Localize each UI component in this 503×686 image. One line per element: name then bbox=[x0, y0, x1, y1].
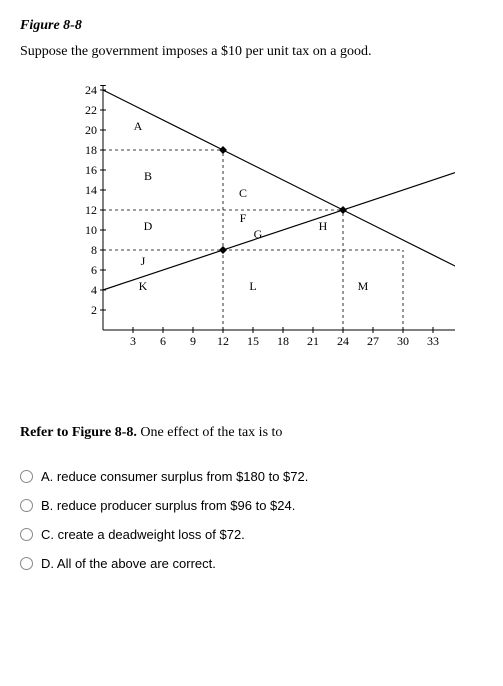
svg-text:21: 21 bbox=[307, 334, 319, 348]
answer-options: A. reduce consumer surplus from $180 to … bbox=[20, 469, 483, 571]
question-rest: One effect of the tax is to bbox=[137, 425, 283, 440]
radio-icon bbox=[20, 528, 33, 541]
svg-text:2: 2 bbox=[91, 303, 97, 317]
svg-text:6: 6 bbox=[91, 263, 97, 277]
svg-text:24: 24 bbox=[85, 85, 97, 97]
svg-text:F: F bbox=[240, 211, 247, 225]
svg-text:M: M bbox=[358, 279, 369, 293]
option-b[interactable]: B. reduce producer surplus from $96 to $… bbox=[20, 498, 483, 513]
radio-icon bbox=[20, 557, 33, 570]
svg-text:18: 18 bbox=[277, 334, 289, 348]
svg-text:K: K bbox=[139, 279, 148, 293]
svg-text:22: 22 bbox=[85, 103, 97, 117]
svg-text:J: J bbox=[141, 254, 146, 268]
svg-text:3: 3 bbox=[130, 334, 136, 348]
svg-text:10: 10 bbox=[85, 223, 97, 237]
svg-text:9: 9 bbox=[190, 334, 196, 348]
svg-text:B: B bbox=[144, 169, 152, 183]
prompt-text: Suppose the government imposes a $10 per… bbox=[20, 44, 483, 60]
svg-text:18: 18 bbox=[85, 143, 97, 157]
svg-text:15: 15 bbox=[247, 334, 259, 348]
svg-text:A: A bbox=[134, 119, 143, 133]
svg-text:27: 27 bbox=[367, 334, 379, 348]
svg-text:12: 12 bbox=[217, 334, 229, 348]
option-a[interactable]: A. reduce consumer surplus from $180 to … bbox=[20, 469, 483, 484]
svg-text:C: C bbox=[239, 186, 247, 200]
option-a-label: A. reduce consumer surplus from $180 to … bbox=[41, 469, 308, 484]
svg-text:33: 33 bbox=[427, 334, 439, 348]
svg-text:12: 12 bbox=[85, 203, 97, 217]
radio-icon bbox=[20, 499, 33, 512]
option-d-label: D. All of the above are correct. bbox=[41, 556, 216, 571]
figure-title: Figure 8-8 bbox=[20, 18, 483, 34]
svg-text:L: L bbox=[249, 279, 256, 293]
supply-demand-chart: 2468101214161820222436912151821242730333… bbox=[55, 85, 483, 370]
option-b-label: B. reduce producer surplus from $96 to $… bbox=[41, 498, 295, 513]
svg-text:30: 30 bbox=[397, 334, 409, 348]
svg-text:16: 16 bbox=[85, 163, 97, 177]
radio-icon bbox=[20, 470, 33, 483]
svg-text:14: 14 bbox=[85, 183, 97, 197]
svg-text:8: 8 bbox=[91, 243, 97, 257]
svg-text:20: 20 bbox=[85, 123, 97, 137]
question-prefix: Refer to Figure 8-8. bbox=[20, 425, 137, 440]
option-c-label: C. create a deadweight loss of $72. bbox=[41, 527, 245, 542]
svg-text:D: D bbox=[144, 219, 153, 233]
option-d[interactable]: D. All of the above are correct. bbox=[20, 556, 483, 571]
svg-text:4: 4 bbox=[91, 283, 97, 297]
svg-text:H: H bbox=[319, 219, 328, 233]
svg-text:24: 24 bbox=[337, 334, 349, 348]
question-text: Refer to Figure 8-8. One effect of the t… bbox=[20, 425, 483, 441]
svg-text:Price: Price bbox=[112, 85, 140, 88]
option-c[interactable]: C. create a deadweight loss of $72. bbox=[20, 527, 483, 542]
svg-text:G: G bbox=[254, 227, 263, 241]
svg-text:6: 6 bbox=[160, 334, 166, 348]
